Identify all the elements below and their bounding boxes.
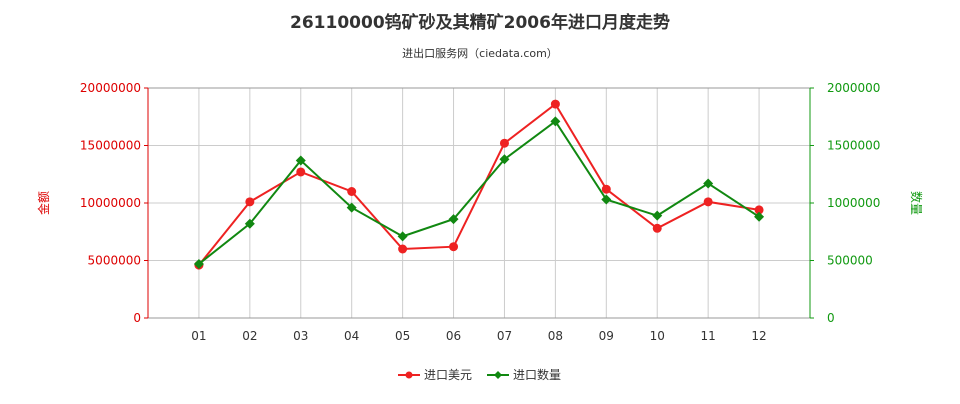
right-axis-title: 数量 [909, 191, 924, 215]
data-point [449, 242, 459, 252]
data-point [754, 211, 765, 222]
legend-item: 进口美元 [398, 368, 472, 382]
left-tick-label: 10000000 [80, 196, 141, 210]
data-point [244, 218, 255, 229]
right-tick-label: 500000 [827, 254, 873, 268]
series [193, 99, 765, 270]
chart-title: 26110000钨矿砂及其精矿2006年进口月度走势 [290, 12, 670, 33]
data-point [347, 187, 357, 196]
legend: 进口美元 进口数量 [398, 367, 561, 382]
data-point [499, 138, 509, 148]
x-tick-label: 02 [242, 329, 257, 343]
data-point [499, 154, 510, 165]
left-tick-label: 0 [133, 311, 141, 325]
data-point [550, 116, 561, 127]
data-point [703, 197, 713, 207]
data-point [448, 214, 459, 225]
x-tick-label: 11 [701, 329, 716, 343]
right-axis-ticks: 0 500000 1000000 1500000 2000000 [810, 81, 880, 325]
left-tick-label: 15000000 [80, 139, 141, 153]
series-1 [193, 116, 765, 269]
data-point [652, 210, 663, 221]
chart-subtitle: 进出口服务网（ciedata.com） [402, 46, 558, 60]
right-tick-label: 1000000 [827, 196, 880, 210]
x-tick-label: 08 [548, 329, 563, 343]
data-point [245, 197, 255, 207]
legend-swatch-marker [405, 371, 413, 379]
x-tick-label: 06 [446, 329, 461, 343]
left-axis-title: 金额 [36, 191, 51, 215]
right-tick-label: 0 [827, 311, 835, 325]
data-point [703, 178, 714, 189]
series-line [198, 119, 760, 265]
series-line [198, 102, 760, 266]
x-tick-label: 12 [751, 329, 766, 343]
data-point [295, 155, 306, 166]
data-point [296, 167, 306, 177]
data-point [601, 194, 612, 205]
x-tick-label: 03 [293, 329, 308, 343]
left-tick-label: 5000000 [88, 254, 141, 268]
x-tick-label: 09 [599, 329, 614, 343]
series-0 [194, 99, 764, 270]
data-point [601, 184, 611, 194]
data-point [193, 258, 204, 269]
data-point [754, 205, 764, 215]
x-tick-label: 05 [395, 329, 410, 343]
legend-label: 进口美元 [424, 368, 472, 382]
legend-swatch-marker [494, 371, 502, 379]
legend-item: 进口数量 [487, 367, 561, 382]
data-point [550, 99, 560, 109]
right-tick-label: 1500000 [827, 139, 880, 153]
data-point [652, 223, 662, 233]
x-tick-label: 10 [650, 329, 665, 343]
x-tick-label: 04 [344, 329, 359, 343]
right-tick-label: 2000000 [827, 81, 880, 95]
x-axis-ticks: 01 02 03 04 05 06 07 08 09 10 11 12 [191, 329, 766, 343]
x-tick-label: 07 [497, 329, 512, 343]
x-tick-label: 01 [191, 329, 206, 343]
data-point [397, 231, 408, 242]
data-point [398, 244, 408, 254]
data-point [346, 202, 357, 213]
left-tick-label: 20000000 [80, 81, 141, 95]
legend-label: 进口数量 [513, 367, 561, 382]
left-axis-ticks: 0 5000000 10000000 15000000 20000000 [80, 81, 148, 325]
